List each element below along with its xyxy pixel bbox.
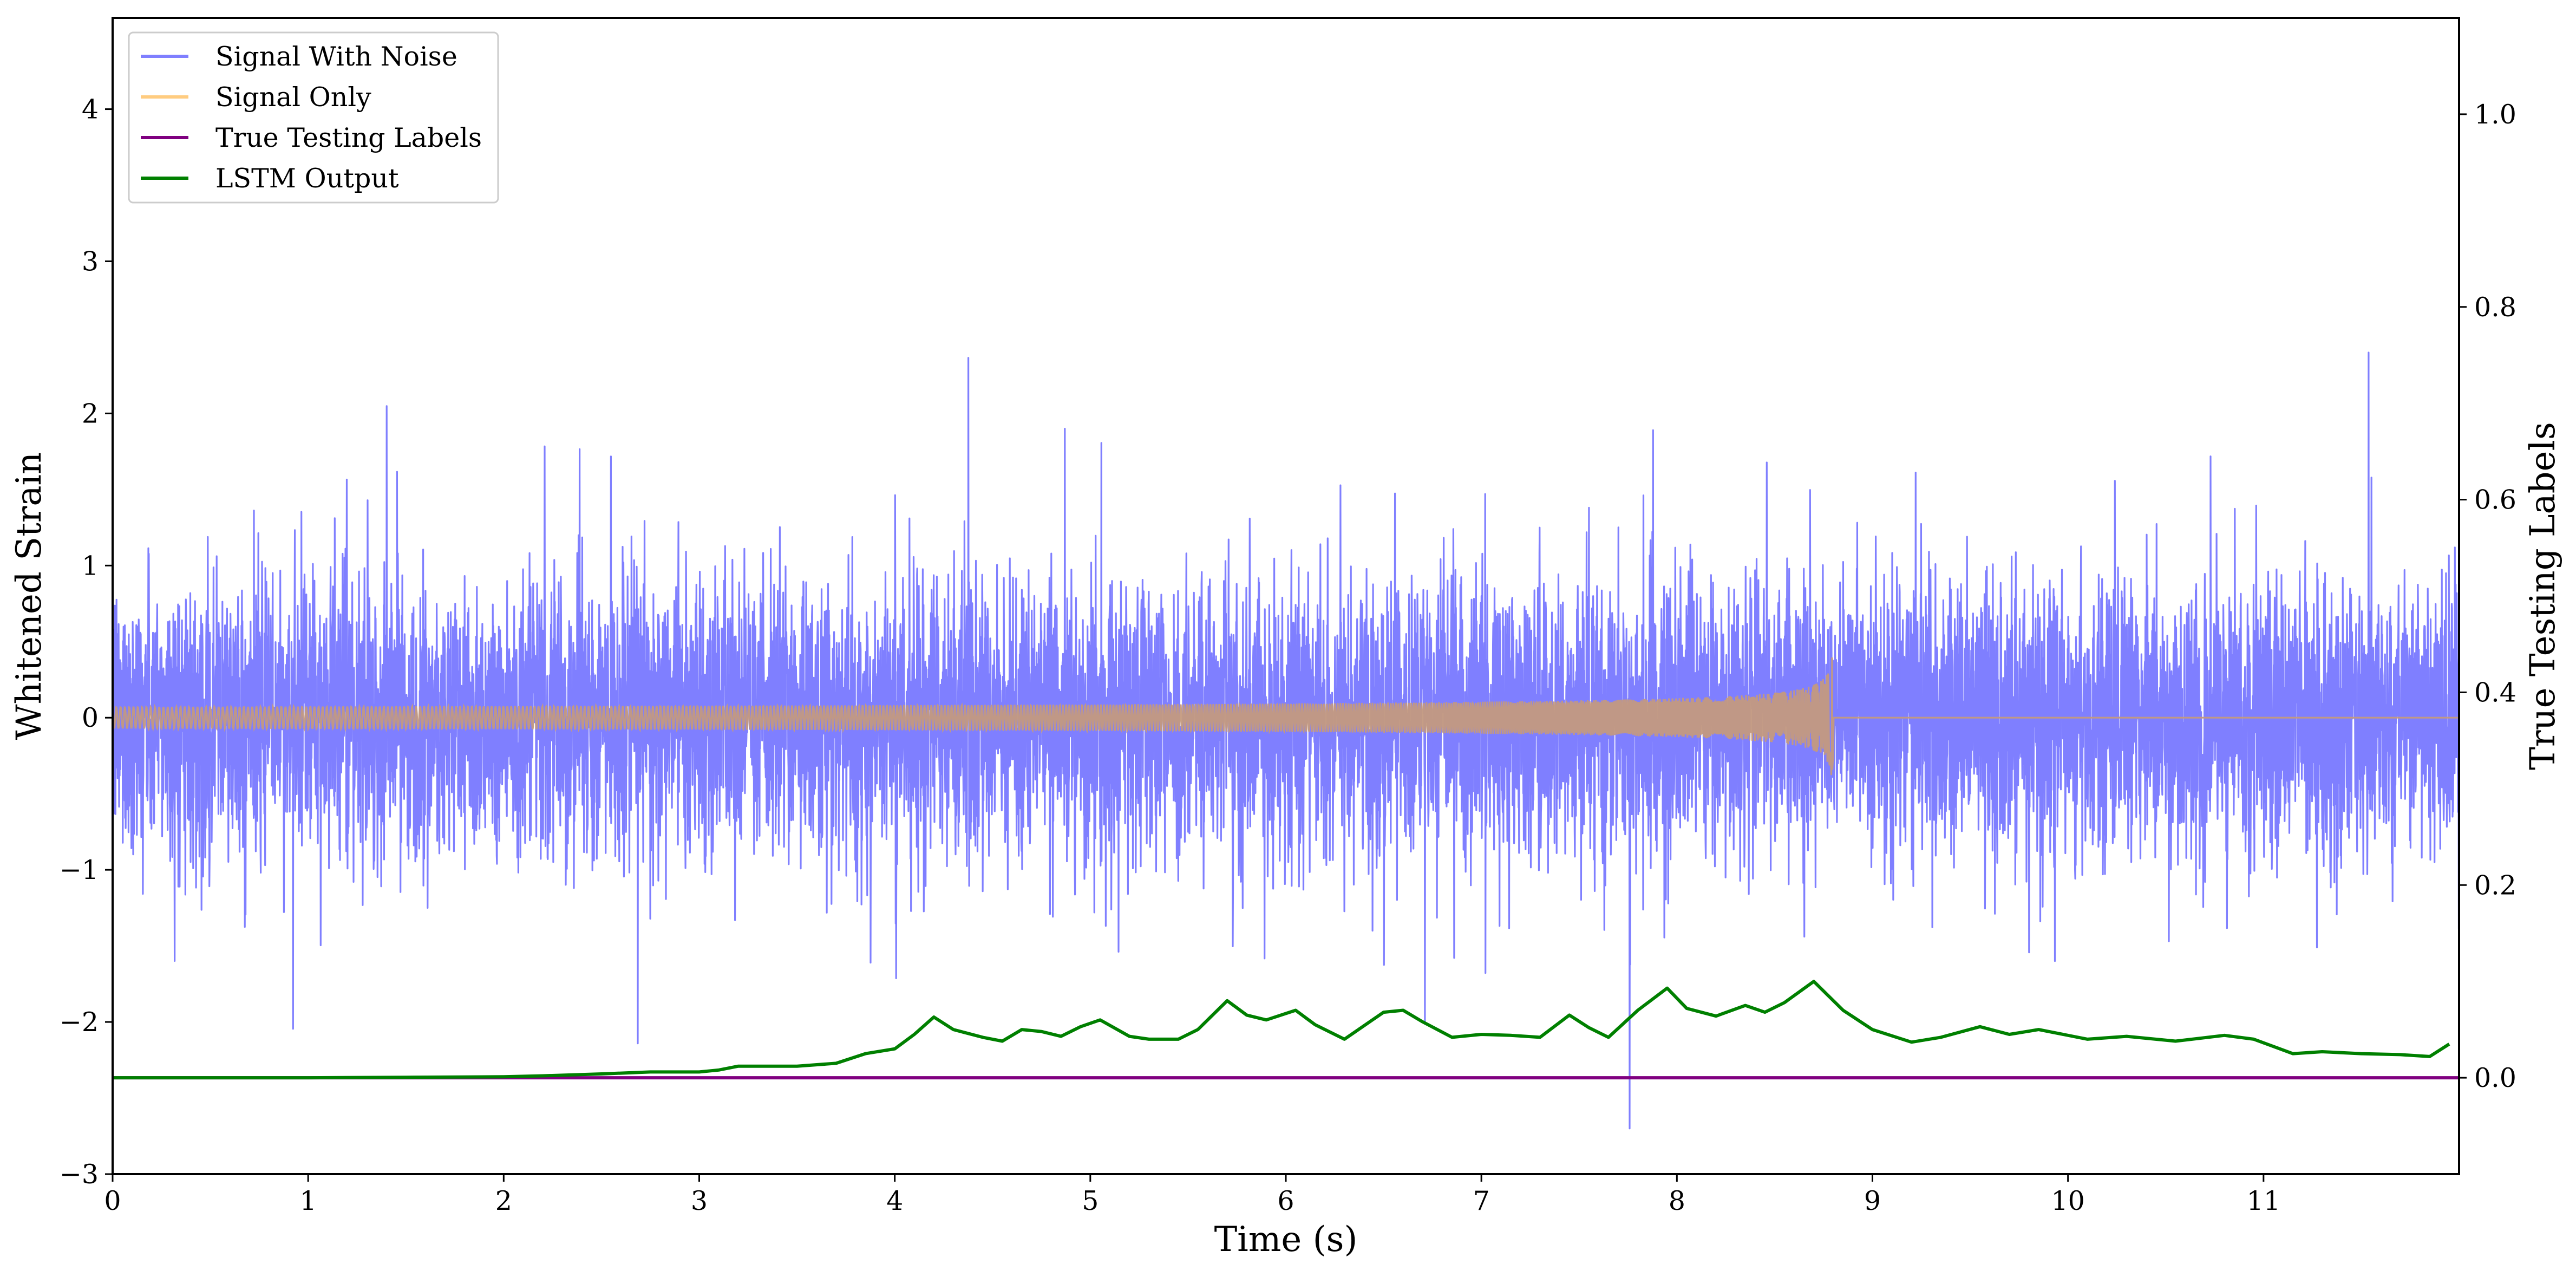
x-tick-label: 11 — [2247, 1185, 2280, 1216]
legend-label: Signal With Noise — [215, 41, 457, 72]
x-axis-label: Time (s) — [1214, 1220, 1358, 1260]
lstm-output-line — [113, 980, 2450, 1080]
y-tick-label-left: 4 — [82, 94, 99, 125]
x-tick-label: 6 — [1277, 1185, 1294, 1216]
x-tick-label: 3 — [691, 1185, 708, 1216]
x-tick-label: 10 — [2051, 1185, 2084, 1216]
x-tick-label: 5 — [1082, 1185, 1099, 1216]
y-tick-label-right: 0.4 — [2474, 677, 2516, 708]
x-tick-label: 9 — [1864, 1185, 1881, 1216]
legend-label: True Testing Labels — [215, 122, 482, 153]
legend-label: Signal Only — [215, 82, 371, 113]
y-tick-label-left: 1 — [82, 550, 99, 581]
legend-label: LSTM Output — [215, 163, 399, 194]
x-tick-label: 0 — [104, 1185, 121, 1216]
x-tick-label: 2 — [495, 1185, 512, 1216]
y-axis-label-right: True Testing Labels — [2523, 422, 2563, 770]
x-tick-label: 8 — [1669, 1185, 1685, 1216]
y-tick-label-right: 0.0 — [2474, 1063, 2516, 1093]
y-tick-label-right: 1.0 — [2474, 99, 2516, 130]
signal-only-series — [113, 657, 2459, 776]
x-tick-label: 4 — [886, 1185, 903, 1216]
x-tick-label: 1 — [300, 1185, 317, 1216]
y-axis-right: 0.0 0.2 0.4 0.6 0.8 1.0 — [2459, 99, 2516, 1093]
x-tick-label: 7 — [1473, 1185, 1490, 1216]
legend: Signal With Noise Signal Only True Testing… — [128, 31, 499, 204]
y-tick-label-left: 3 — [82, 246, 99, 277]
y-axis-label-left: Whitened Strain — [9, 452, 49, 740]
y-tick-label-left: −1 — [60, 855, 99, 885]
y-axis-left: −3 −2 −1 0 1 2 3 4 — [60, 94, 113, 1190]
signal-only-line — [113, 657, 2459, 776]
x-axis: 0 1 2 3 4 5 6 7 8 9 10 11 — [104, 1174, 2280, 1216]
y-tick-label-right: 0.2 — [2474, 870, 2516, 901]
lstm-output-series — [113, 980, 2450, 1080]
y-tick-label-left: −3 — [60, 1159, 99, 1190]
y-tick-label-right: 0.8 — [2474, 292, 2516, 323]
y-tick-label-left: 2 — [82, 398, 99, 429]
legend-box — [128, 31, 499, 204]
y-tick-label-left: 0 — [82, 702, 99, 733]
y-tick-label-left: −2 — [60, 1007, 99, 1038]
y-tick-label-right: 0.6 — [2474, 485, 2516, 516]
